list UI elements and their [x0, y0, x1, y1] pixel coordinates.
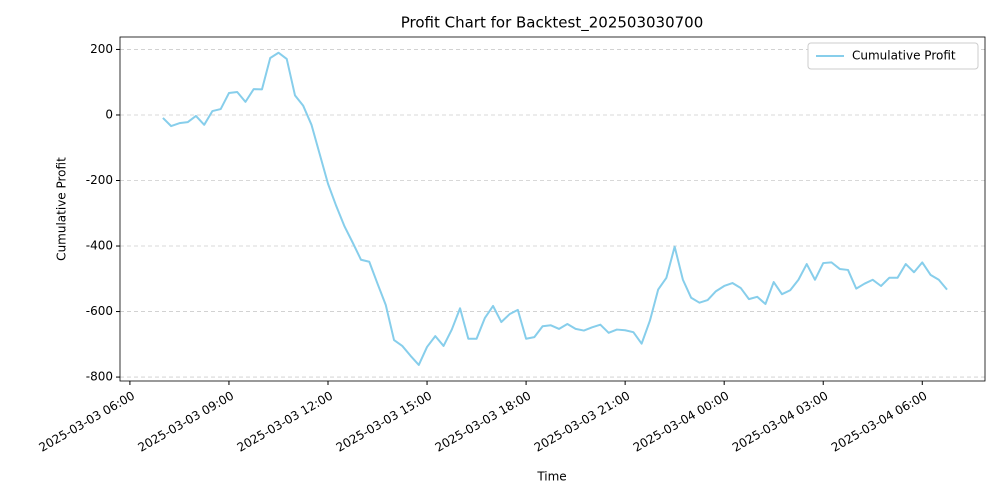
- x-tick-label: 2025-03-03 15:00: [334, 389, 435, 455]
- y-axis-label: Cumulative Profit: [55, 157, 69, 261]
- x-tick-label: 2025-03-03 18:00: [433, 389, 534, 455]
- y-tick-label: -200: [86, 173, 113, 187]
- x-axis-label: Time: [536, 470, 566, 484]
- line-series: [162, 51, 948, 366]
- x-tick-label: 2025-03-03 12:00: [235, 389, 336, 455]
- chart-title: Profit Chart for Backtest_202503030700: [401, 14, 704, 33]
- x-tick-label: 2025-03-04 00:00: [631, 389, 732, 455]
- plot-frame: [119, 36, 986, 382]
- legend-label: Cumulative Profit: [852, 49, 956, 63]
- x-tick-label: 2025-03-03 21:00: [532, 389, 633, 455]
- x-tick-label: 2025-03-03 06:00: [37, 389, 138, 455]
- x-tick-label: 2025-03-03 09:00: [136, 389, 237, 455]
- y-tick-label: -400: [86, 239, 113, 253]
- y-tick-label: -600: [86, 304, 113, 318]
- x-tick-label: 2025-03-04 03:00: [730, 389, 831, 455]
- y-tick-label: 200: [90, 42, 113, 56]
- y-tick-label: 0: [105, 107, 113, 121]
- legend-box: [807, 42, 979, 70]
- y-tick-label: -800: [86, 370, 113, 384]
- x-tick-label: 2025-03-04 06:00: [829, 389, 930, 455]
